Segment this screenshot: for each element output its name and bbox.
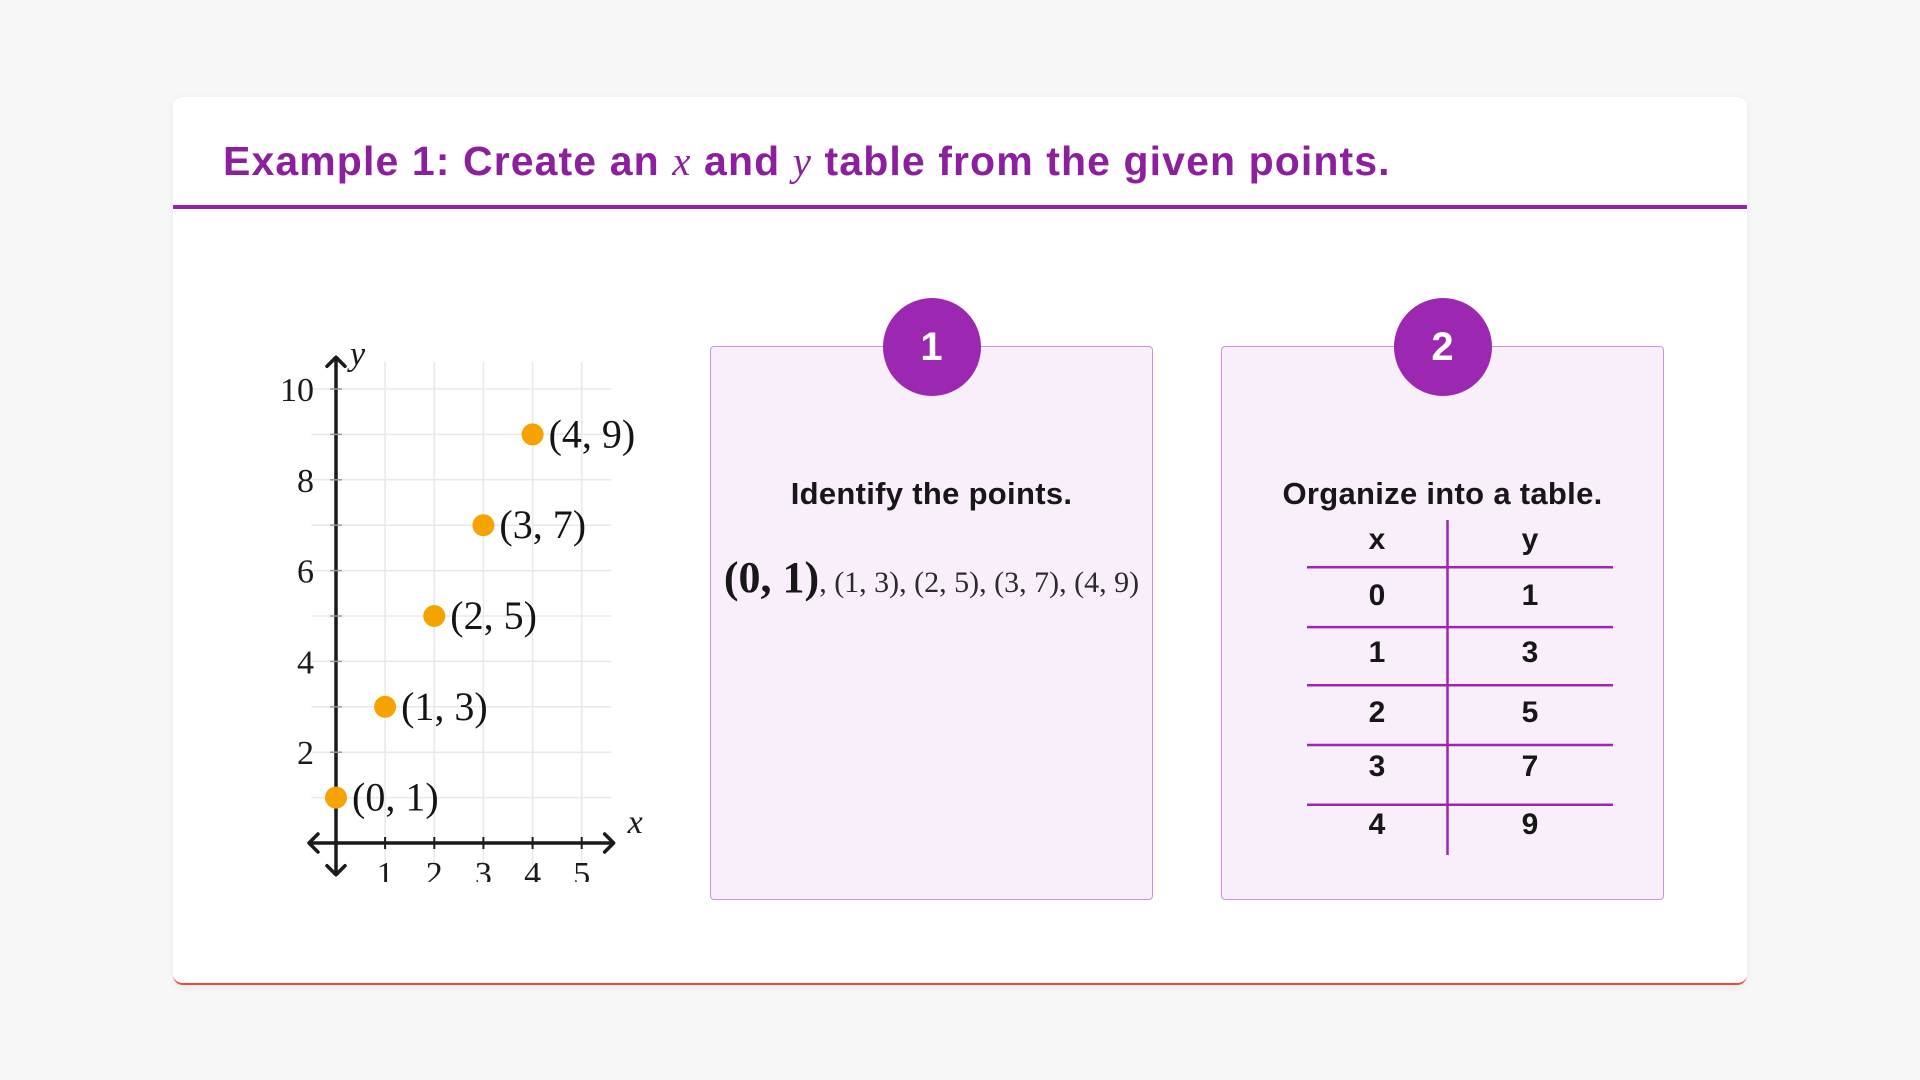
svg-text:4: 4 — [297, 644, 314, 681]
svg-text:5: 5 — [573, 856, 590, 882]
svg-text:x: x — [627, 804, 643, 841]
svg-text:3: 3 — [475, 856, 492, 882]
svg-text:4: 4 — [524, 856, 541, 882]
svg-text:(1, 3): (1, 3) — [401, 684, 488, 729]
svg-text:2: 2 — [297, 735, 314, 772]
svg-text:(4, 9): (4, 9) — [549, 411, 636, 456]
svg-text:6: 6 — [297, 554, 314, 591]
svg-text:1: 1 — [377, 856, 394, 882]
svg-text:(0, 1): (0, 1) — [352, 775, 439, 820]
svg-text:(3, 7): (3, 7) — [499, 502, 586, 547]
svg-text:y: y — [347, 336, 366, 373]
svg-text:2: 2 — [426, 856, 443, 882]
svg-text:(2, 5): (2, 5) — [450, 593, 537, 638]
svg-text:8: 8 — [297, 463, 314, 500]
svg-text:10: 10 — [280, 372, 314, 409]
